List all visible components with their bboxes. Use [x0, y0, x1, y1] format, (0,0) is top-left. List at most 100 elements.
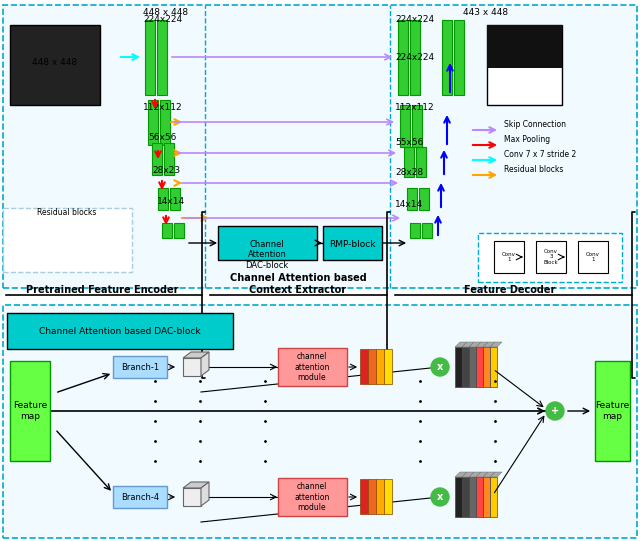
- Text: Channel
Attention
DAC-block: Channel Attention DAC-block: [245, 240, 289, 270]
- Polygon shape: [469, 472, 481, 477]
- Text: Residual blocks: Residual blocks: [504, 165, 563, 174]
- FancyBboxPatch shape: [469, 477, 476, 517]
- FancyBboxPatch shape: [376, 479, 384, 514]
- FancyBboxPatch shape: [3, 208, 132, 272]
- FancyBboxPatch shape: [490, 477, 497, 517]
- FancyBboxPatch shape: [404, 147, 414, 177]
- Text: 448 x 448: 448 x 448: [33, 58, 77, 67]
- Text: 14x14: 14x14: [395, 200, 423, 209]
- FancyBboxPatch shape: [410, 20, 420, 95]
- FancyBboxPatch shape: [10, 25, 100, 105]
- FancyBboxPatch shape: [578, 241, 608, 273]
- Text: channel
attention
module: channel attention module: [294, 352, 330, 382]
- FancyBboxPatch shape: [174, 223, 184, 238]
- FancyBboxPatch shape: [7, 313, 233, 349]
- FancyBboxPatch shape: [368, 479, 376, 514]
- FancyBboxPatch shape: [462, 477, 469, 517]
- FancyBboxPatch shape: [407, 188, 417, 210]
- Text: Conv
1: Conv 1: [586, 252, 600, 262]
- FancyBboxPatch shape: [360, 349, 368, 384]
- Text: 224x224: 224x224: [143, 15, 182, 24]
- Polygon shape: [455, 472, 467, 477]
- FancyBboxPatch shape: [400, 105, 410, 147]
- FancyBboxPatch shape: [469, 347, 476, 387]
- Text: Branch-4: Branch-4: [121, 492, 159, 502]
- Polygon shape: [201, 482, 209, 506]
- FancyBboxPatch shape: [419, 188, 429, 210]
- FancyBboxPatch shape: [442, 20, 452, 95]
- FancyBboxPatch shape: [113, 486, 167, 508]
- FancyBboxPatch shape: [422, 223, 432, 238]
- FancyBboxPatch shape: [145, 20, 155, 95]
- Text: 56x56: 56x56: [148, 133, 177, 142]
- Text: Conv
3
Block: Conv 3 Block: [543, 249, 558, 265]
- Circle shape: [431, 488, 449, 506]
- FancyBboxPatch shape: [160, 100, 170, 145]
- Polygon shape: [469, 342, 481, 347]
- FancyBboxPatch shape: [398, 20, 408, 95]
- FancyBboxPatch shape: [218, 226, 317, 260]
- Text: Feature Decoder: Feature Decoder: [464, 285, 556, 295]
- Circle shape: [431, 358, 449, 376]
- Text: +: +: [551, 406, 559, 416]
- FancyBboxPatch shape: [487, 25, 562, 68]
- Text: 112x112: 112x112: [395, 103, 435, 112]
- Text: 14x14: 14x14: [157, 197, 185, 206]
- FancyBboxPatch shape: [113, 356, 167, 378]
- FancyBboxPatch shape: [476, 347, 483, 387]
- FancyBboxPatch shape: [412, 105, 422, 147]
- FancyBboxPatch shape: [164, 143, 174, 175]
- FancyBboxPatch shape: [483, 477, 490, 517]
- FancyBboxPatch shape: [416, 147, 426, 177]
- FancyBboxPatch shape: [462, 347, 469, 387]
- Text: Conv 7 x 7 stride 2: Conv 7 x 7 stride 2: [504, 150, 576, 159]
- Text: 28x23: 28x23: [152, 166, 180, 175]
- Text: channel
attention
module: channel attention module: [294, 482, 330, 512]
- Text: Skip Connection: Skip Connection: [504, 120, 566, 129]
- FancyBboxPatch shape: [162, 223, 172, 238]
- FancyBboxPatch shape: [183, 488, 201, 506]
- Text: x: x: [437, 492, 443, 502]
- FancyBboxPatch shape: [384, 349, 392, 384]
- FancyBboxPatch shape: [323, 226, 382, 260]
- Text: x: x: [437, 362, 443, 372]
- FancyBboxPatch shape: [278, 348, 347, 386]
- FancyBboxPatch shape: [476, 477, 483, 517]
- Text: 443 x 448: 443 x 448: [463, 8, 508, 17]
- FancyBboxPatch shape: [183, 358, 201, 376]
- Text: 28x28: 28x28: [395, 168, 423, 177]
- Polygon shape: [476, 342, 488, 347]
- FancyBboxPatch shape: [494, 241, 524, 273]
- Polygon shape: [183, 352, 209, 358]
- Text: Channel Attention based DAC-block: Channel Attention based DAC-block: [39, 327, 201, 335]
- Text: Channel Attention based
Context Extractor: Channel Attention based Context Extracto…: [230, 273, 366, 295]
- Polygon shape: [462, 472, 474, 477]
- Text: Feature
map: Feature map: [13, 401, 47, 421]
- FancyBboxPatch shape: [170, 188, 180, 210]
- Polygon shape: [183, 482, 209, 488]
- Text: Pretrained Feature Encoder: Pretrained Feature Encoder: [26, 285, 179, 295]
- Circle shape: [546, 402, 564, 420]
- Text: 224x224: 224x224: [395, 15, 434, 24]
- Text: 448 x 448: 448 x 448: [143, 8, 188, 17]
- Text: Feature
map: Feature map: [595, 401, 629, 421]
- Polygon shape: [483, 342, 495, 347]
- FancyBboxPatch shape: [384, 479, 392, 514]
- FancyBboxPatch shape: [483, 347, 490, 387]
- Text: Conv
1: Conv 1: [502, 252, 516, 262]
- Polygon shape: [490, 342, 502, 347]
- Polygon shape: [462, 342, 474, 347]
- Text: Branch-1: Branch-1: [121, 362, 159, 372]
- FancyBboxPatch shape: [10, 361, 50, 461]
- Polygon shape: [201, 352, 209, 376]
- Text: 224x224: 224x224: [395, 53, 434, 62]
- FancyBboxPatch shape: [455, 347, 462, 387]
- Text: RMP-block: RMP-block: [329, 240, 375, 249]
- Text: 55x56: 55x56: [395, 138, 424, 147]
- FancyBboxPatch shape: [152, 143, 162, 175]
- Text: Max Pooling: Max Pooling: [504, 135, 550, 144]
- FancyBboxPatch shape: [487, 25, 562, 105]
- FancyBboxPatch shape: [595, 361, 630, 461]
- Polygon shape: [455, 342, 467, 347]
- FancyBboxPatch shape: [376, 349, 384, 384]
